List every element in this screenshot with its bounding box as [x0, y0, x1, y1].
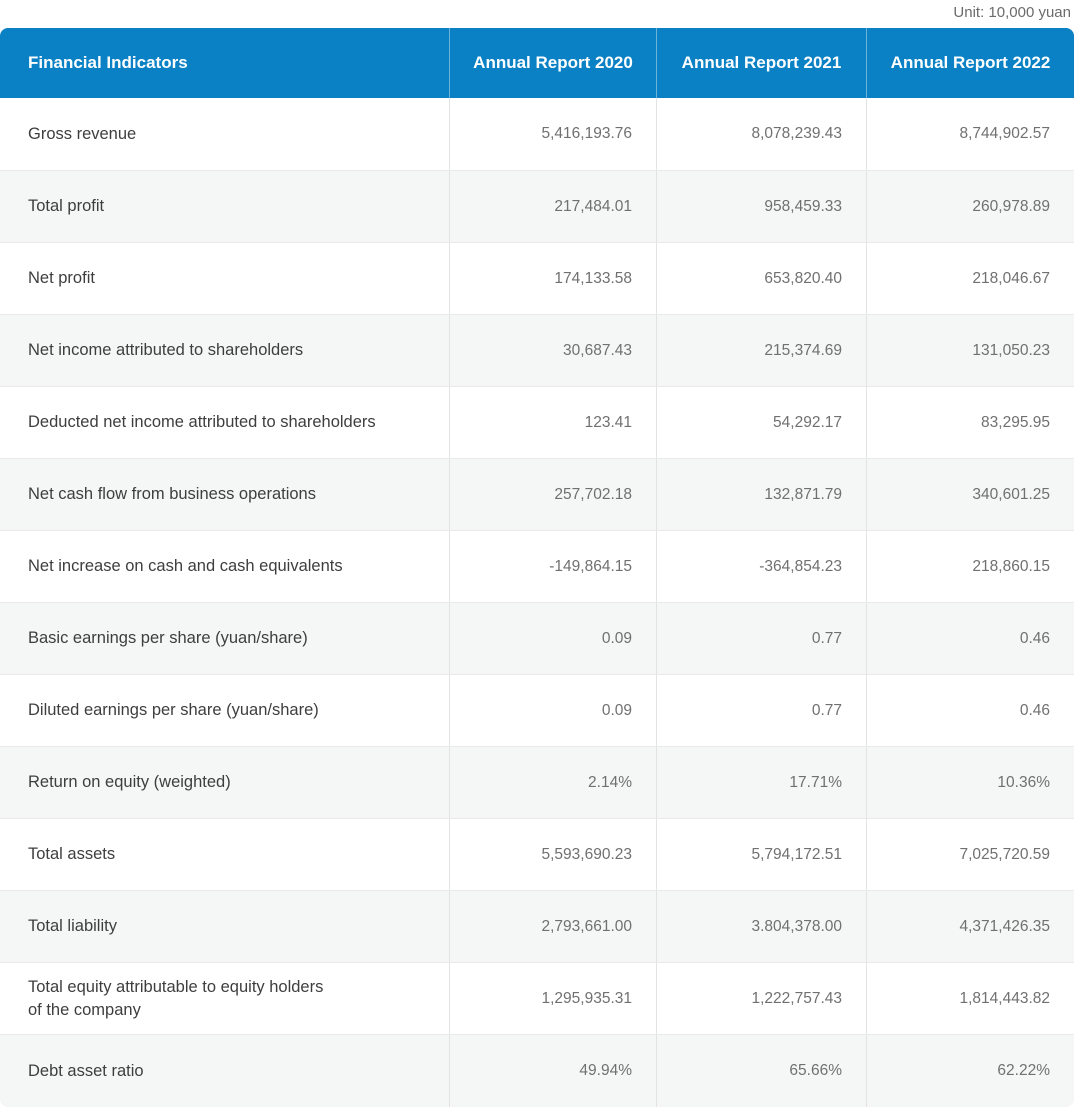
value-cell: 5,416,193.76 [449, 98, 656, 170]
table-row: Total profit 217,484.01 958,459.33 260,978.… [0, 170, 1074, 242]
value-cell: 0.46 [866, 602, 1074, 674]
table-body: Gross revenue 5,416,193.76 8,078,239.43 8,7… [0, 98, 1074, 1107]
value-cell: 10.36% [866, 746, 1074, 818]
row-label: Net increase on cash and cash equivalent… [0, 530, 449, 602]
row-label: Total equity attributable to equity hold… [0, 962, 449, 1034]
header-row: Financial Indicators Annual Report 2020 … [0, 28, 1074, 98]
value-cell: 2.14% [449, 746, 656, 818]
value-cell: 17.71% [656, 746, 866, 818]
table-row: Gross revenue 5,416,193.76 8,078,239.43 8,7… [0, 98, 1074, 170]
value-cell: 5,794,172.51 [656, 818, 866, 890]
value-cell: 0.09 [449, 674, 656, 746]
value-cell: -364,854.23 [656, 530, 866, 602]
value-cell: 0.09 [449, 602, 656, 674]
value-cell: 4,371,426.35 [866, 890, 1074, 962]
value-cell: 218,860.15 [866, 530, 1074, 602]
row-label: Net income attributed to shareholders [0, 314, 449, 386]
table-row: Total assets 5,593,690.23 5,794,172.51 7,02… [0, 818, 1074, 890]
value-cell: 1,222,757.43 [656, 962, 866, 1034]
value-cell: 2,793,661.00 [449, 890, 656, 962]
value-cell: 54,292.17 [656, 386, 866, 458]
value-cell: 0.77 [656, 674, 866, 746]
value-cell: 65.66% [656, 1034, 866, 1107]
value-cell: 257,702.18 [449, 458, 656, 530]
table-row: Net increase on cash and cash equivalent… [0, 530, 1074, 602]
value-cell: 1,295,935.31 [449, 962, 656, 1034]
table-row: Net cash flow from business operations 25… [0, 458, 1074, 530]
value-cell: 8,744,902.57 [866, 98, 1074, 170]
table-row: Debt asset ratio 49.94% 65.66% 62.22% [0, 1034, 1074, 1107]
value-cell: 3.804,378.00 [656, 890, 866, 962]
value-cell: 340,601.25 [866, 458, 1074, 530]
table-row: Return on equity (weighted) 2.14% 17.71% 10… [0, 746, 1074, 818]
row-label: Diluted earnings per share (yuan/share) [0, 674, 449, 746]
table-row: Net income attributed to shareholders 30,… [0, 314, 1074, 386]
value-cell: 215,374.69 [656, 314, 866, 386]
row-label: Total profit [0, 170, 449, 242]
value-cell: 653,820.40 [656, 242, 866, 314]
value-cell: 0.46 [866, 674, 1074, 746]
value-cell: 123.41 [449, 386, 656, 458]
header-cell-financial-indicators: Financial Indicators [0, 28, 449, 98]
value-cell: 49.94% [449, 1034, 656, 1107]
value-cell: 132,871.79 [656, 458, 866, 530]
table-row: Total liability 2,793,661.00 3.804,378.00 4… [0, 890, 1074, 962]
value-cell: 218,046.67 [866, 242, 1074, 314]
value-cell: 131,050.23 [866, 314, 1074, 386]
value-cell: 62.22% [866, 1034, 1074, 1107]
row-label: Net cash flow from business operations [0, 458, 449, 530]
value-cell: 1,814,443.82 [866, 962, 1074, 1034]
value-cell: 8,078,239.43 [656, 98, 866, 170]
table-row: Deducted net income attributed to shareh… [0, 386, 1074, 458]
table-row: Total equity attributable to equity hold… [0, 962, 1074, 1034]
value-cell: 958,459.33 [656, 170, 866, 242]
row-label: Total liability [0, 890, 449, 962]
financial-indicators-table: Financial Indicators Annual Report 2020 … [0, 28, 1074, 1107]
value-cell: 5,593,690.23 [449, 818, 656, 890]
table-row: Net profit 174,133.58 653,820.40 218,046.67 [0, 242, 1074, 314]
header-cell-annual-report-2021: Annual Report 2021 [656, 28, 866, 98]
header-cell-annual-report-2020: Annual Report 2020 [449, 28, 656, 98]
table-header: Financial Indicators Annual Report 2020 … [0, 28, 1074, 98]
row-label: Basic earnings per share (yuan/share) [0, 602, 449, 674]
table-row: Diluted earnings per share (yuan/share) 0… [0, 674, 1074, 746]
value-cell: 7,025,720.59 [866, 818, 1074, 890]
value-cell: 83,295.95 [866, 386, 1074, 458]
value-cell: -149,864.15 [449, 530, 656, 602]
row-label: Return on equity (weighted) [0, 746, 449, 818]
value-cell: 260,978.89 [866, 170, 1074, 242]
row-label: Gross revenue [28, 124, 137, 143]
header-cell-annual-report-2022: Annual Report 2022 [866, 28, 1074, 98]
row-label: Total assets [0, 818, 449, 890]
value-cell: 30,687.43 [449, 314, 656, 386]
unit-note: Unit: 10,000 yuan [953, 4, 1071, 21]
row-label: Net profit [0, 242, 449, 314]
value-cell: 217,484.01 [449, 170, 656, 242]
value-cell: 174,133.58 [449, 242, 656, 314]
value-cell: 0.77 [656, 602, 866, 674]
row-label: Debt asset ratio [0, 1034, 449, 1107]
table-row: Basic earnings per share (yuan/share) 0.0… [0, 602, 1074, 674]
row-label: Deducted net income attributed to shareh… [0, 386, 449, 458]
